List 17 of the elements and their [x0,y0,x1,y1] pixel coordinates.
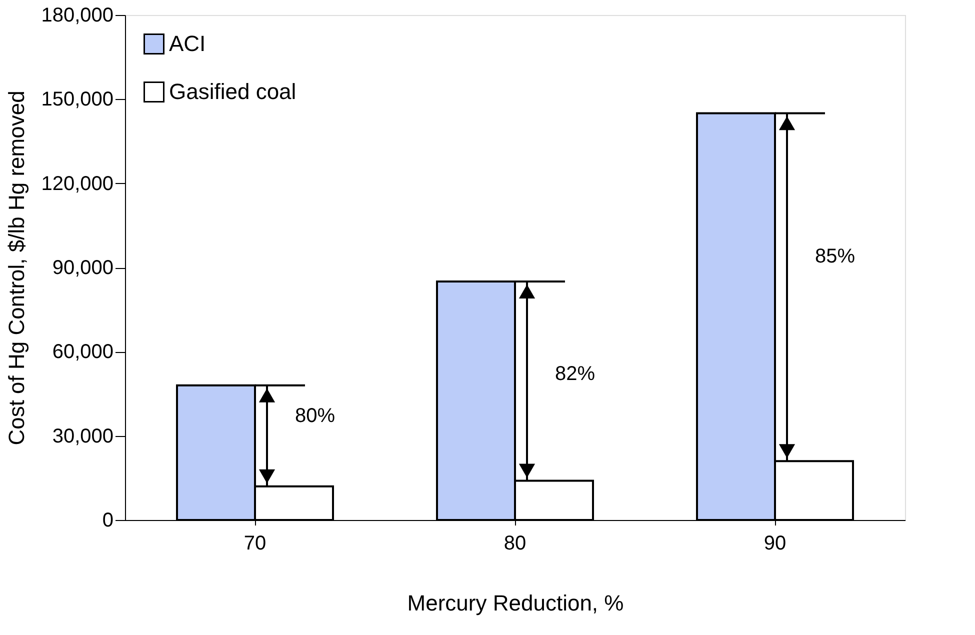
y-tick-label: 90,000 [52,257,114,279]
annotation: 82% [554,363,596,386]
y-axis-title: Cost of Hg Control, $/lb Hg removed [4,90,30,446]
legend-label: Gasified coal [169,79,296,104]
annotation: 85% [814,245,856,268]
annotation: 80% [294,405,336,428]
legend-label: ACI [169,31,206,56]
y-tick-label: 120,000 [41,172,114,195]
x-axis-title: Mercury Reduction, % [407,590,624,616]
y-tick-label: 0 [102,510,114,532]
y-tick-label: 60,000 [52,341,114,364]
x-tick-label: 80 [504,532,526,554]
y-tick-label: 30,000 [52,425,114,448]
y-tick-label: 150,000 [41,88,114,111]
x-tick-label: 70 [244,532,266,554]
y-tick-label: 180,000 [41,4,114,26]
x-tick-label: 90 [764,532,786,554]
